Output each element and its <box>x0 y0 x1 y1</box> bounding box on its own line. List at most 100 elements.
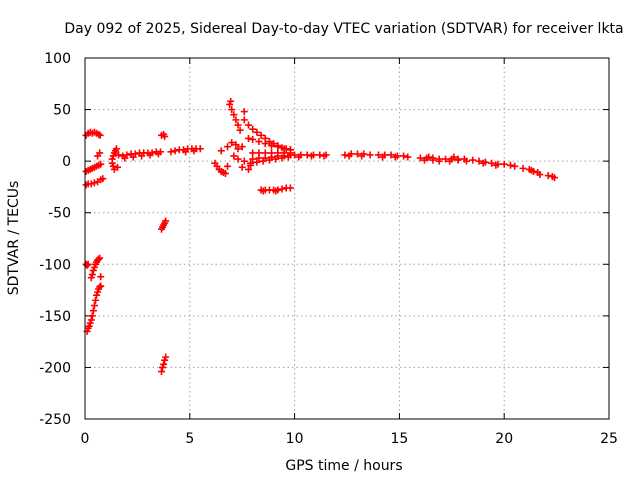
data-point <box>87 316 95 324</box>
data-point <box>255 138 263 146</box>
data-point <box>227 97 235 105</box>
data-point <box>90 302 98 310</box>
data-point <box>387 151 395 159</box>
data-point <box>224 143 232 151</box>
data-point <box>479 159 487 167</box>
data-point <box>511 162 519 170</box>
data-point <box>261 140 269 148</box>
data-points <box>82 97 559 376</box>
data-point <box>232 141 240 149</box>
data-point <box>278 154 286 162</box>
y-tick-label: 0 <box>62 154 71 170</box>
data-point <box>249 125 257 133</box>
data-point <box>249 155 257 163</box>
data-point <box>84 260 92 268</box>
data-point <box>190 147 198 155</box>
x-axis-label: GPS time / hours <box>285 458 402 474</box>
x-tick-label: 15 <box>390 431 408 447</box>
y-tick-label: -50 <box>48 206 71 222</box>
data-point <box>303 151 311 159</box>
data-point <box>257 131 265 139</box>
data-point <box>391 153 399 161</box>
data-point <box>121 154 129 162</box>
data-point <box>454 156 462 164</box>
data-point <box>475 157 483 165</box>
data-point <box>162 217 170 225</box>
data-point <box>247 159 255 167</box>
data-point <box>425 153 433 161</box>
data-point <box>345 152 353 160</box>
data-point <box>99 175 107 183</box>
data-point <box>234 155 242 163</box>
data-point <box>500 160 508 168</box>
data-point <box>469 156 477 164</box>
data-point <box>272 187 280 195</box>
data-point <box>113 163 121 171</box>
x-tick-label: 20 <box>495 431 513 447</box>
data-point <box>421 156 429 164</box>
data-point <box>217 147 225 155</box>
data-point <box>316 151 324 159</box>
data-point <box>224 162 232 170</box>
data-point <box>97 160 105 168</box>
data-point <box>162 353 170 361</box>
y-tick-label: 50 <box>53 103 71 119</box>
y-tick-label: -100 <box>39 257 71 273</box>
data-point <box>89 307 97 315</box>
data-point <box>240 157 248 165</box>
data-point <box>244 121 252 129</box>
data-point <box>286 184 294 192</box>
data-point <box>182 148 190 156</box>
data-point <box>379 153 387 161</box>
y-tick-label: -200 <box>39 360 71 376</box>
data-point <box>519 164 527 172</box>
data-point <box>374 151 382 159</box>
data-point <box>506 161 514 169</box>
data-point <box>171 147 179 155</box>
data-point <box>544 172 552 180</box>
data-point <box>492 161 500 169</box>
data-point <box>442 155 450 163</box>
data-point <box>268 142 276 150</box>
data-point <box>234 121 242 129</box>
x-tick-label: 25 <box>600 431 618 447</box>
data-point <box>536 171 544 179</box>
data-point <box>238 143 246 151</box>
data-point <box>400 152 408 160</box>
data-point <box>228 139 236 147</box>
data-point <box>429 156 437 164</box>
data-point <box>551 174 559 182</box>
data-point <box>253 128 261 136</box>
data-point <box>91 296 99 304</box>
data-point <box>488 159 496 167</box>
data-point <box>291 151 299 159</box>
tick-labels: 0 5 10 15 20 25 100 50 0 -50 -100 -150 -200 -250 <box>39 51 618 447</box>
data-point <box>295 153 303 161</box>
data-point <box>259 157 267 165</box>
x-tick-label: 10 <box>286 431 304 447</box>
data-point <box>90 179 98 187</box>
data-point <box>112 145 120 153</box>
data-point <box>221 170 229 178</box>
data-point <box>462 157 470 165</box>
data-point <box>353 150 361 158</box>
grid-lines <box>85 58 609 419</box>
data-point <box>253 158 261 166</box>
data-point <box>167 148 175 156</box>
data-point <box>527 166 535 174</box>
data-point <box>244 134 252 142</box>
data-point <box>129 153 137 161</box>
data-point <box>435 157 443 165</box>
data-point <box>259 187 267 195</box>
data-point <box>96 283 104 291</box>
data-point <box>240 108 248 116</box>
data-point <box>230 111 238 119</box>
chart-title: Day 092 of 2025, Sidereal Day-to-day VTE… <box>64 21 623 37</box>
data-point <box>158 368 166 376</box>
data-point <box>95 130 103 138</box>
data-point <box>240 116 248 124</box>
data-point <box>404 153 412 161</box>
data-point <box>232 116 240 124</box>
data-point <box>161 132 169 140</box>
data-point <box>284 153 292 161</box>
